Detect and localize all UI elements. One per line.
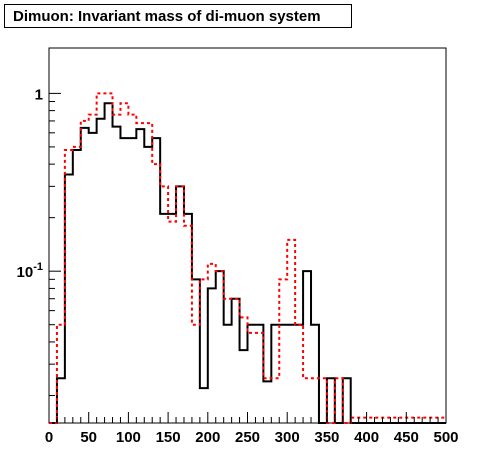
chart-title: Dimuon: Invariant mass of di-muon system (4, 4, 352, 28)
series-line-1 (49, 102, 446, 424)
y-tick-label: 1 (35, 86, 43, 103)
x-tick-label: 450 (394, 429, 419, 446)
x-tick-label: 0 (45, 429, 53, 446)
x-tick-label: 500 (433, 429, 458, 446)
x-tick-label: 150 (156, 429, 181, 446)
x-tick-label: 400 (354, 429, 379, 446)
y-tick-label: 10-1 (17, 261, 43, 281)
x-tick-label: 350 (314, 429, 339, 446)
x-tick-label: 50 (80, 429, 97, 446)
x-tick-label: 250 (235, 429, 260, 446)
x-tick-label: 200 (195, 429, 220, 446)
series-line-2 (49, 92, 446, 424)
x-tick-label: 100 (116, 429, 141, 446)
x-tick-label: 300 (275, 429, 300, 446)
